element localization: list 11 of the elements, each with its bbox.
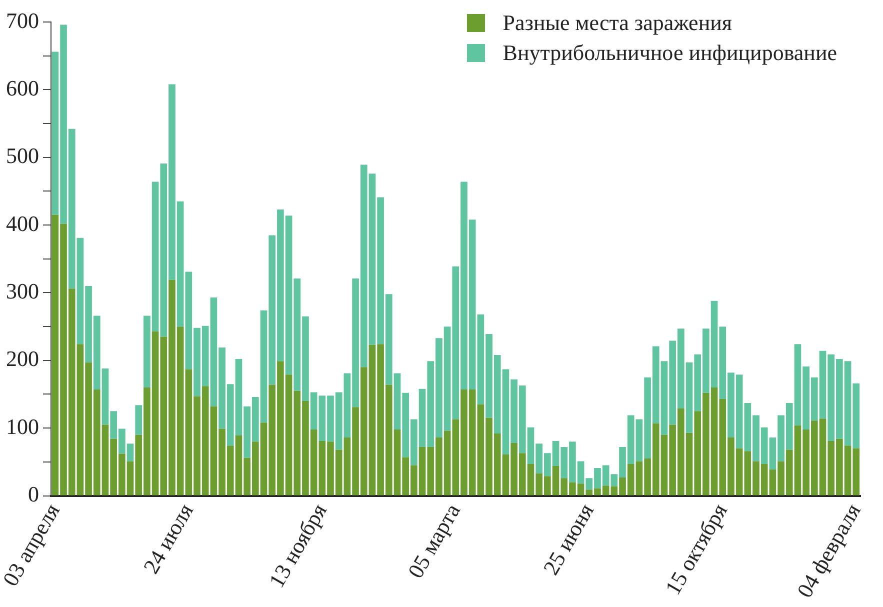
y-tick-label: 600 [6,75,39,100]
y-tick-label: 0 [28,482,39,507]
y-tick-label: 100 [6,414,39,439]
y-tick-label: 200 [6,346,39,372]
y-tick-label: 700 [6,8,39,33]
y-tick-label: 500 [6,143,39,168]
y-tick-label: 300 [6,278,39,304]
y-tick-label: 400 [6,210,39,236]
legend-label: Разные места заражения [502,10,732,36]
legend-label: Внутрибольничное инфицирование [502,40,837,66]
bar [135,405,142,435]
